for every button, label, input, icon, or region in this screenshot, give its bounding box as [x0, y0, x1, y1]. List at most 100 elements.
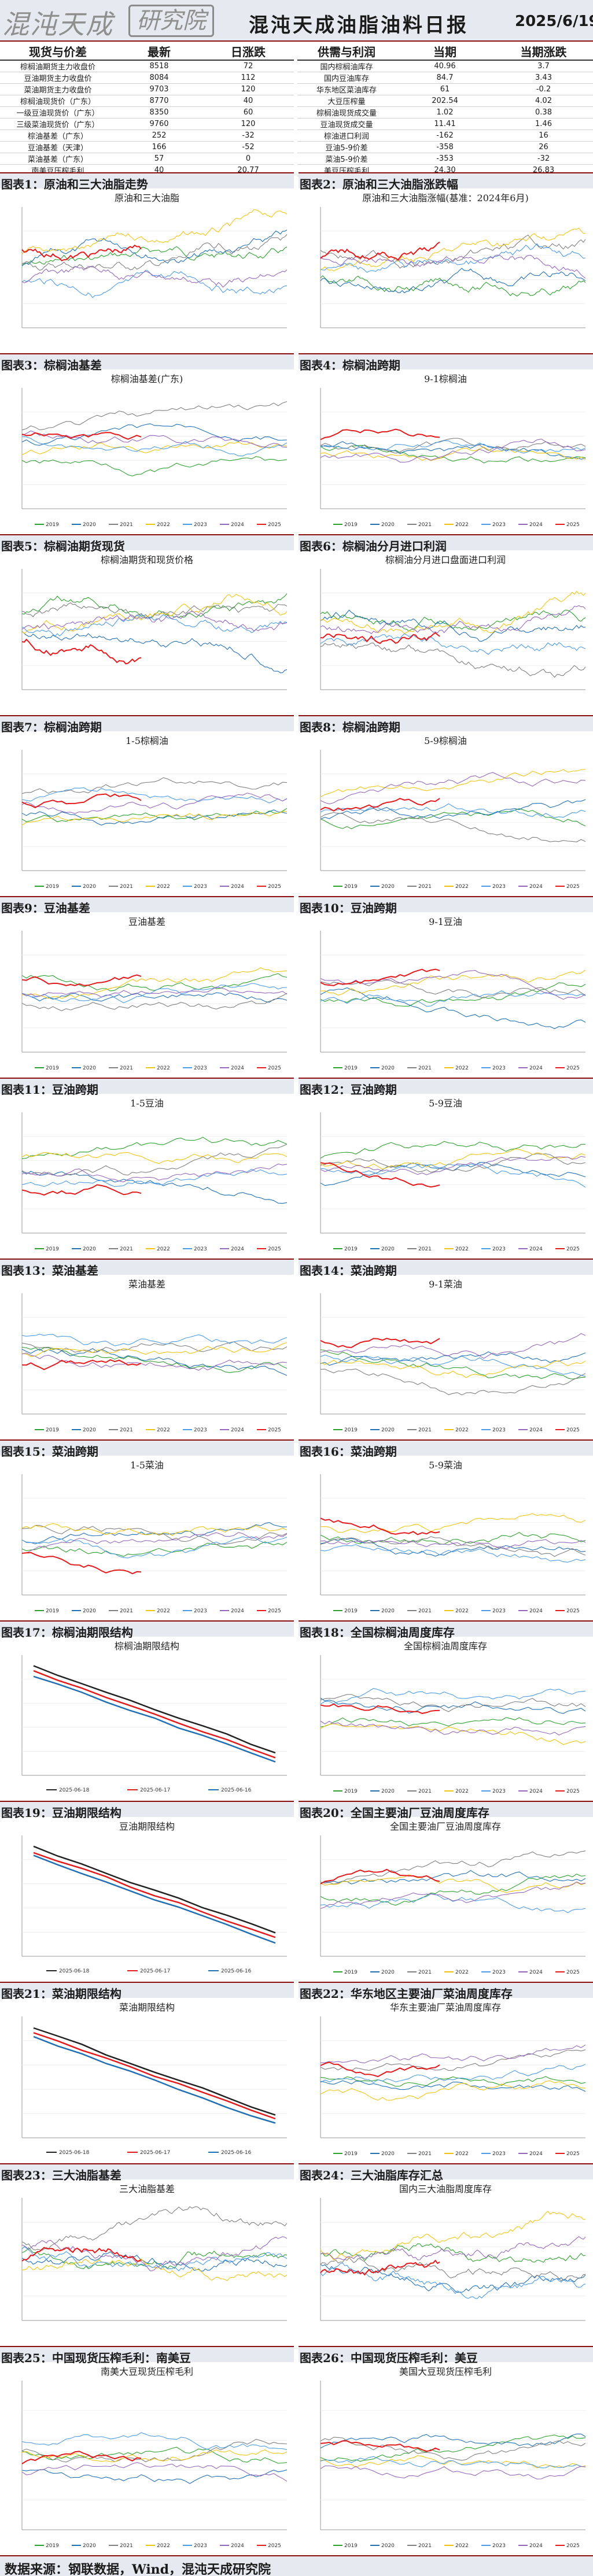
series-line [320, 275, 586, 297]
chart-title: 9-1棕榈油 [424, 373, 467, 384]
legend-label: 2020 [83, 522, 96, 528]
chart-panel-22: 华东主要油厂菜油周度库存 2019 2020 2021 2022 2023 2024 2025 [299, 1999, 592, 2162]
series-line [21, 1342, 288, 1357]
chart-title: 三大油脂基差 [119, 2183, 175, 2194]
spot-cell: 0 [202, 153, 294, 165]
spot-cell: 57 [116, 153, 202, 165]
chart-title: 原油和三大油脂 [115, 193, 179, 203]
chart-title: 棕榈油期限结构 [115, 1641, 179, 1652]
series-line [320, 1532, 586, 1545]
spot-cell: 8518 [116, 60, 202, 72]
spot-cell: 166 [116, 141, 202, 153]
legend-label: 2023 [194, 1427, 207, 1433]
legend-label: 2025 [268, 2543, 281, 2549]
series-line [320, 428, 440, 441]
legend-label: 2020 [83, 884, 96, 890]
chart-title: 5-9豆油 [429, 1098, 462, 1109]
supply-cell: 26 [494, 141, 593, 153]
legend-label: 2019 [344, 1246, 358, 1252]
legend-label: 2020 [381, 1608, 395, 1614]
table-row: 三级菜油现货价（广东） 9760 120 [0, 118, 294, 130]
figure-label: 图表7：棕榈油跨期 [1, 720, 102, 734]
chart-svg-17: 棕榈油期限结构 2025-06-18 2025-06-17 2025-06-16 [21, 1641, 287, 1793]
series-line [320, 1163, 586, 1188]
curve-line [33, 1675, 276, 1763]
figure-label: 图表25：中国现货压榨毛利：南美豆 [1, 2351, 191, 2365]
chart-svg-21: 菜油期限结构 2025-06-18 2025-06-17 2025-06-16 [21, 2002, 287, 2156]
legend-label: 2022 [157, 884, 170, 890]
figure-label-bar: 图表12：豆油跨期 [299, 1078, 593, 1097]
supply-header-1: 当期 [396, 43, 494, 61]
legend-label: 2025 [268, 1608, 281, 1614]
figure-label: 图表17：棕榈油期限结构 [1, 1626, 133, 1639]
figure-label-bar: 图表18：全国棕榈油周度库存 [299, 1620, 593, 1639]
spot-cell: 8770 [116, 95, 202, 107]
series-line [21, 234, 288, 271]
supply-cell: -162 [396, 129, 494, 142]
legend-label: 2019 [344, 1608, 358, 1614]
series-line [320, 1153, 586, 1173]
series-line [320, 2437, 586, 2461]
chart-svg-1: 原油和三大油脂 [21, 193, 288, 328]
legend-label: 2023 [492, 2151, 506, 2157]
series-line [21, 245, 142, 262]
series-line [21, 1532, 288, 1554]
report-header: 混沌天成 研究院 混沌天成油脂油料日报 2025/6/19 [0, 0, 593, 42]
series-line [320, 1874, 586, 1893]
supply-cell: 1.02 [396, 106, 494, 119]
logo-text: 混沌天成 [2, 9, 113, 40]
series-line [320, 441, 586, 460]
series-line [21, 1359, 142, 1371]
legend-label: 2025 [566, 1970, 580, 1975]
chart-title: 菜油基差 [128, 1279, 165, 1290]
supply-cell: 国内棕榈油库存 [297, 60, 396, 72]
legend-label: 2024 [529, 2543, 543, 2549]
series-line [21, 993, 288, 1012]
legend-label: 2021 [418, 522, 432, 528]
series-line [21, 2438, 288, 2463]
table-row: 菜油期货主力收盘价 9703 120 [0, 83, 294, 95]
figure-label-bar: 图表5：棕榈油期货现货 [0, 534, 294, 553]
legend-label: 2019 [46, 522, 59, 528]
figure-label-bar: 图表17：棕榈油期限结构 [0, 1620, 294, 1639]
table-row: 菜油5-9价差 -353 -32 [297, 153, 593, 165]
figure-label: 图表19：豆油期限结构 [1, 1806, 121, 1820]
legend-label: 2020 [83, 2543, 96, 2549]
series-line [21, 1168, 288, 1187]
legend-label: 2025 [268, 522, 281, 528]
chart-title: 菜油期限结构 [119, 2002, 175, 2013]
curve-line [33, 1855, 276, 1944]
figure-label: 图表11：豆油跨期 [1, 1083, 98, 1097]
spot-cell: 棕榈油期货主力收盘价 [0, 60, 116, 72]
legend-label: 2025 [268, 884, 281, 890]
series-line [21, 269, 288, 298]
figure-label-bar: 图表10：豆油跨期 [299, 896, 593, 915]
series-line [320, 2433, 586, 2449]
series-line [21, 974, 142, 986]
series-line [320, 1360, 586, 1378]
series-line [320, 1539, 586, 1550]
table-row: 豆油基差（天津） 166 -52 [0, 141, 294, 153]
curve-line [33, 1852, 276, 1938]
series-line [320, 2076, 586, 2087]
series-line [21, 2251, 288, 2272]
figure-label: 图表3：棕榈油基差 [1, 358, 102, 372]
legend-label: 2022 [157, 522, 170, 528]
chart-title: 全国棕榈油周度库存 [404, 1641, 487, 1652]
series-line [320, 772, 586, 805]
series-line [320, 2243, 586, 2263]
legend-label: 2019 [344, 1970, 358, 1975]
series-line [21, 787, 288, 804]
table-row: 大豆压榨量 202.54 4.02 [297, 95, 593, 107]
legend-label: 2020 [381, 1789, 395, 1794]
legend-label: 2025 [268, 1427, 281, 1433]
legend-label: 2023 [194, 522, 207, 528]
figure-label-bar: 图表9：豆油基差 [0, 896, 294, 915]
legend-label: 2025 [566, 2151, 580, 2157]
figure-label: 图表20：全国主要油厂豆油周度库存 [300, 1806, 489, 1820]
figure-label: 图表24：三大油脂库存汇总 [300, 2168, 443, 2182]
series-line [21, 777, 288, 794]
series-line [21, 809, 288, 826]
legend-label: 2024 [231, 884, 244, 890]
chart-title: 9-1菜油 [429, 1279, 462, 1290]
